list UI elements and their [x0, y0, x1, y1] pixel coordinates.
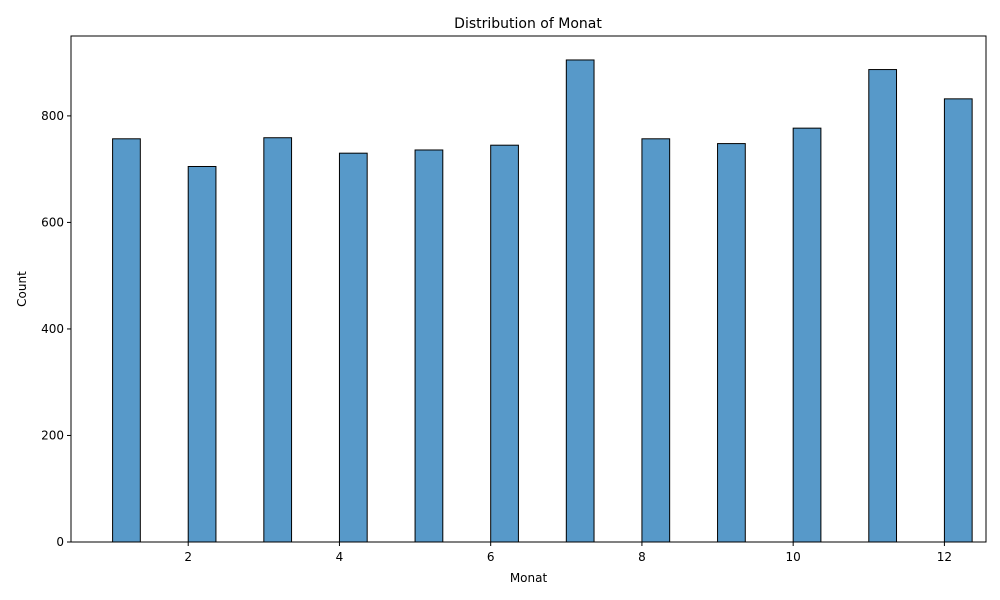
x-axis-label: Monat [510, 571, 548, 585]
x-tick-label: 4 [336, 550, 344, 564]
x-tick-label: 8 [638, 550, 646, 564]
bar-monat-3 [263, 137, 293, 543]
chart-title: Distribution of Monat [454, 16, 602, 32]
bar-monat-12 [943, 98, 973, 543]
y-axis-label: Count [15, 271, 29, 307]
bar-monat-5 [414, 149, 444, 543]
y-tick-label: 800 [41, 109, 64, 123]
bar-monat-1 [112, 138, 141, 543]
plot-frame [70, 35, 987, 543]
y-tick-label: 400 [41, 322, 64, 336]
bar-monat-6 [490, 144, 519, 543]
bar-monat-2 [187, 165, 217, 543]
x-tick-label: 12 [937, 550, 952, 564]
y-tick-label: 0 [56, 535, 64, 549]
bars-group [112, 59, 973, 543]
bar-monat-9 [717, 143, 746, 543]
bar-monat-8 [641, 138, 671, 543]
y-tick-label: 200 [41, 428, 64, 442]
x-axis: 2 4 6 8 10 12 [184, 542, 952, 564]
y-axis: 0 200 400 600 800 [41, 109, 71, 549]
x-tick-label: 2 [184, 550, 192, 564]
bar-monat-11 [868, 69, 898, 543]
x-tick-label: 6 [487, 550, 495, 564]
x-tick-label: 10 [786, 550, 801, 564]
bar-monat-4 [338, 152, 368, 543]
bar-monat-7 [565, 59, 595, 543]
bar-monat-10 [792, 127, 822, 543]
y-tick-label: 600 [41, 215, 64, 229]
